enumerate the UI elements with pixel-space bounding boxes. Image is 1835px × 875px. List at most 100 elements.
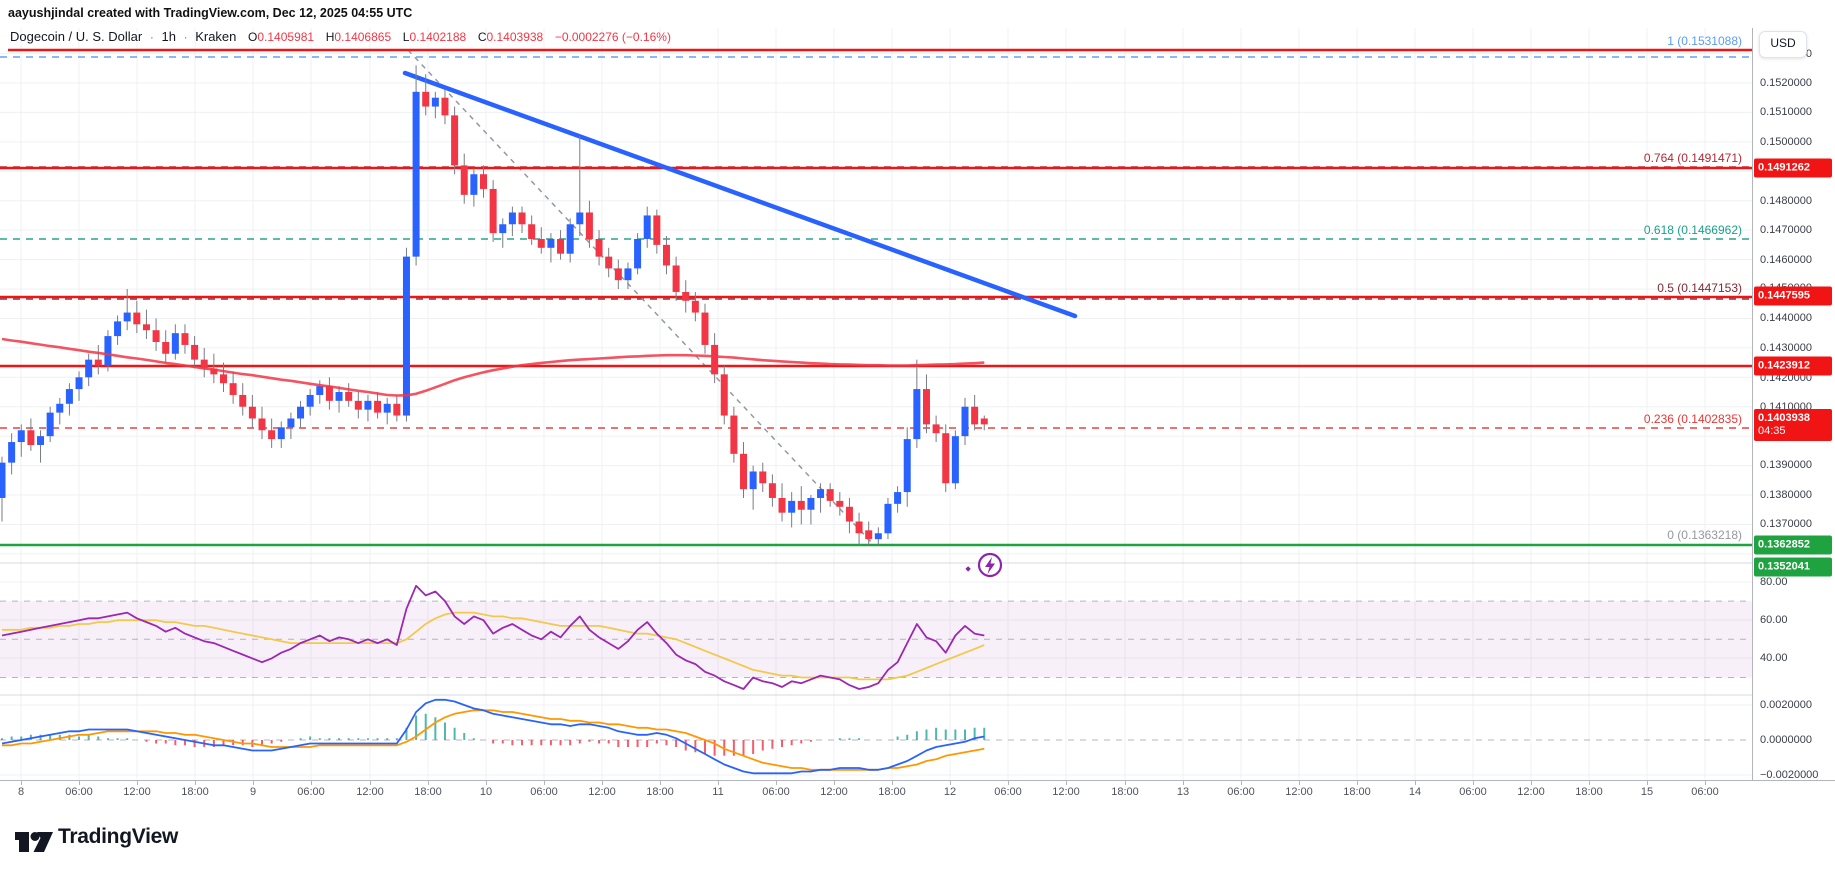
boost-icon[interactable] (960, 550, 1006, 582)
time-tick (1531, 781, 1532, 785)
axis-price-label: 0.0020000 (1760, 699, 1812, 711)
axis-price-label: 0.0000000 (1760, 734, 1812, 746)
time-tick (486, 781, 487, 785)
axis-time-label: 12:00 (1517, 786, 1545, 798)
axis-time-label: 06:00 (65, 786, 93, 798)
time-tick (950, 781, 951, 785)
axis-price-label: 60.00 (1760, 614, 1788, 626)
time-tick (1125, 781, 1126, 785)
axis-time-label: 18:00 (181, 786, 209, 798)
time-tick (1299, 781, 1300, 785)
axis-time-label: 15 (1640, 786, 1654, 798)
time-scale[interactable]: 8 06:00 12:00 18:00 9 06:00 12:00 18:00 10 06:00 1… (0, 780, 1835, 802)
axis-time-label: 18:00 (414, 786, 442, 798)
axis-time-label: 18:00 (1575, 786, 1603, 798)
fib-level-label: 0.618 (0.1466962) (1643, 223, 1742, 237)
axis-time-label: 9 (249, 786, 257, 798)
axis-time-label: 06:00 (297, 786, 325, 798)
axis-price-label: 80.00 (1760, 576, 1788, 588)
price-line-badge: 0.1352041 (1754, 557, 1832, 577)
time-tick (1241, 781, 1242, 785)
axis-time-label: 06:00 (994, 786, 1022, 798)
axis-time-label: 12:00 (123, 786, 151, 798)
symbol-title[interactable]: Dogecoin / U. S. Dollar (10, 29, 143, 44)
legend-separator: · (183, 30, 188, 44)
axis-time-label: 14 (1408, 786, 1422, 798)
axis-time-label: 10 (479, 786, 493, 798)
axis-price-label: 0.1480000 (1760, 195, 1812, 207)
high-value: 0.1406865 (334, 30, 392, 44)
high-label: H (325, 30, 335, 44)
time-tick (21, 781, 22, 785)
time-tick (1066, 781, 1067, 785)
axis-time-label: 12:00 (356, 786, 384, 798)
axis-time-label: 06:00 (1459, 786, 1487, 798)
close-value: 0.1403938 (486, 30, 544, 44)
price-chart-canvas[interactable] (0, 0, 1752, 801)
axis-time-label: 13 (1176, 786, 1190, 798)
time-tick (1415, 781, 1416, 785)
time-tick (79, 781, 80, 785)
time-tick (428, 781, 429, 785)
time-tick (311, 781, 312, 785)
axis-price-label: −0.0020000 (1760, 769, 1819, 781)
countdown-timer: 04:35 (1758, 425, 1786, 437)
time-tick (544, 781, 545, 785)
axis-time-label: 8 (17, 786, 25, 798)
change-value: −0.0002276 (−0.16%) (554, 30, 671, 44)
time-tick (1183, 781, 1184, 785)
open-value: 0.1405981 (257, 30, 315, 44)
price-scale[interactable]: USD 0.15300000.15200000.15100000.1500000… (1752, 28, 1835, 801)
attribution-text: aayushjindal created with TradingView.co… (8, 6, 413, 20)
close-label: C (477, 30, 487, 44)
time-tick (892, 781, 893, 785)
time-tick (1357, 781, 1358, 785)
low-label: L (402, 30, 410, 44)
axis-price-label: 0.1440000 (1760, 312, 1812, 324)
price-line-badge: 0.1362852 (1754, 535, 1832, 555)
axis-time-label: 18:00 (1111, 786, 1139, 798)
time-tick (660, 781, 661, 785)
axis-time-label: 12 (943, 786, 957, 798)
chart-plot-area[interactable]: Dogecoin / U. S. Dollar · 1h · Kraken O0… (0, 0, 1752, 801)
axis-time-label: 12:00 (820, 786, 848, 798)
current-price-badge: 0.1403938 04:35 (1754, 409, 1832, 441)
time-tick (1008, 781, 1009, 785)
time-tick (137, 781, 138, 785)
price-line-badge: 0.1491262 (1754, 158, 1832, 178)
low-value: 0.1402188 (409, 30, 467, 44)
legend-separator: · (149, 30, 154, 44)
axis-time-label: 06:00 (1227, 786, 1255, 798)
axis-price-label: 0.1470000 (1760, 224, 1812, 236)
axis-time-label: 06:00 (1691, 786, 1719, 798)
axis-time-label: 06:00 (530, 786, 558, 798)
interval-label[interactable]: 1h (161, 29, 176, 44)
time-tick (776, 781, 777, 785)
footer: TradingView (0, 801, 1835, 875)
time-tick (602, 781, 603, 785)
price-line-badge: 0.1447595 (1754, 286, 1832, 306)
axis-price-label: 0.1500000 (1760, 136, 1812, 148)
time-tick (834, 781, 835, 785)
axis-time-label: 11 (712, 786, 724, 798)
axis-time-label: 12:00 (1285, 786, 1313, 798)
time-tick (1705, 781, 1706, 785)
axis-price-label: 0.1390000 (1760, 459, 1812, 471)
fib-level-label: 0.5 (0.1447153) (1657, 281, 1742, 295)
fib-level-label: 0 (0.1363218) (1667, 528, 1742, 542)
exchange-label[interactable]: Kraken (195, 29, 237, 44)
fib-level-label: 0.236 (0.1402835) (1643, 412, 1742, 426)
axis-price-label: 0.1380000 (1760, 489, 1812, 501)
price-line-badge: 0.1423912 (1754, 356, 1832, 376)
time-tick (718, 781, 719, 785)
chart-legend[interactable]: Dogecoin / U. S. Dollar · 1h · Kraken O0… (10, 29, 671, 44)
axis-time-label: 18:00 (878, 786, 906, 798)
axis-price-label: 0.1430000 (1760, 342, 1812, 354)
axis-time-label: 06:00 (762, 786, 790, 798)
time-tick (370, 781, 371, 785)
axis-price-label: 0.1520000 (1760, 77, 1812, 89)
axis-time-label: 12:00 (588, 786, 616, 798)
fib-level-label: 0.764 (0.1491471) (1643, 151, 1742, 165)
currency-toggle-button[interactable]: USD (1759, 31, 1807, 58)
